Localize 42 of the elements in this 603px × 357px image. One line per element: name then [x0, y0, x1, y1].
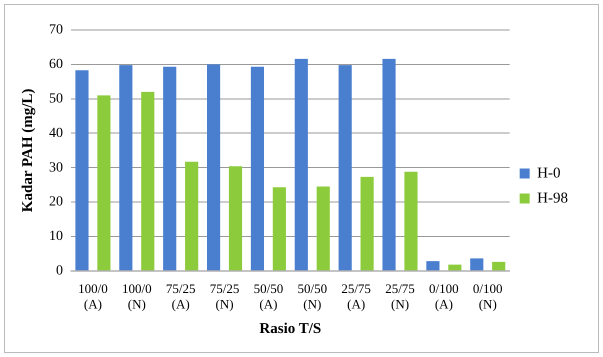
bar — [294, 58, 308, 270]
bar — [404, 172, 418, 270]
x-tick-label: 75/25 (A) — [166, 281, 196, 312]
bar — [119, 65, 132, 270]
bar — [448, 264, 462, 270]
x-tick-label: 50/50 (N) — [297, 281, 328, 312]
bar — [141, 92, 154, 270]
x-axis-title: Rasio T/S — [259, 320, 322, 337]
y-tick-label: 10 — [49, 229, 63, 244]
y-axis-title: Kadar PAH (mg/L) — [20, 88, 36, 212]
legend-label: H-98 — [537, 190, 568, 206]
x-tick-label: 100/0 (A) — [78, 281, 108, 312]
bar — [75, 70, 89, 270]
bar — [206, 64, 220, 270]
x-tick-label: 25/75 (N) — [385, 281, 415, 312]
bar — [470, 258, 484, 270]
bar — [97, 95, 110, 270]
bar — [228, 166, 242, 270]
x-tick-label: 100/0 (N) — [122, 281, 152, 312]
x-tick-label: 75/25 (N) — [210, 281, 240, 312]
y-tick-label: 70 — [49, 22, 63, 38]
bar — [272, 187, 286, 270]
y-tick-label: 0 — [56, 263, 63, 278]
x-tick-label: 50/50 (A) — [254, 281, 284, 312]
y-tick-label: 20 — [49, 194, 63, 210]
bar — [163, 66, 176, 270]
bar — [382, 58, 396, 270]
legend-label: H-0 — [537, 165, 560, 182]
y-tick-label: 50 — [49, 91, 63, 106]
x-tick-label: 25/75 (A) — [341, 281, 371, 312]
bar — [185, 162, 198, 270]
y-tick-label: 40 — [49, 126, 63, 141]
bar — [338, 65, 352, 270]
x-tick-label: 0/100 (N) — [472, 281, 503, 312]
bar — [492, 262, 506, 270]
bar — [250, 66, 264, 270]
bar — [426, 261, 440, 270]
bar — [316, 186, 330, 270]
y-tick-label: 30 — [49, 160, 63, 176]
y-tick-label: 60 — [49, 57, 63, 72]
bar — [360, 176, 374, 270]
x-tick-label: 0/100 (A) — [429, 281, 459, 312]
